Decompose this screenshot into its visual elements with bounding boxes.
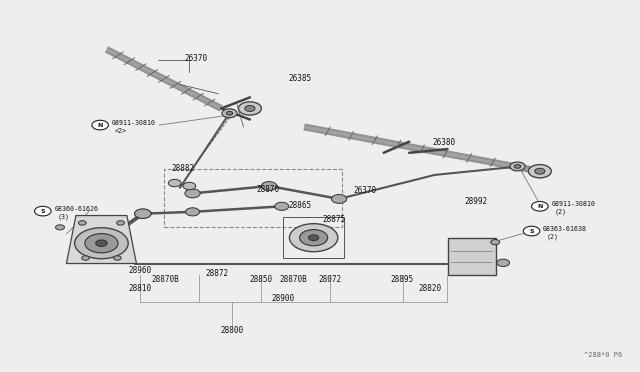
Text: 08911-30810: 08911-30810: [551, 201, 595, 207]
Text: N: N: [97, 123, 103, 128]
Circle shape: [261, 182, 276, 190]
Circle shape: [116, 221, 124, 225]
Circle shape: [245, 106, 255, 112]
Circle shape: [529, 164, 551, 178]
Circle shape: [227, 112, 233, 115]
Circle shape: [308, 235, 319, 241]
Text: (2): (2): [554, 209, 566, 215]
Circle shape: [85, 234, 118, 253]
Circle shape: [300, 230, 328, 246]
Text: 28870: 28870: [256, 185, 279, 194]
Circle shape: [75, 228, 128, 259]
Text: S: S: [40, 209, 45, 214]
Text: <2>: <2>: [115, 128, 127, 134]
Circle shape: [183, 182, 196, 190]
Circle shape: [96, 240, 107, 247]
Text: 28072: 28072: [318, 275, 341, 283]
Text: 08363-61638: 08363-61638: [543, 226, 587, 232]
Circle shape: [532, 202, 548, 211]
Circle shape: [515, 164, 521, 168]
Circle shape: [491, 240, 500, 245]
Text: ^288*0 P6: ^288*0 P6: [584, 352, 623, 358]
Circle shape: [332, 195, 347, 203]
Text: 28810: 28810: [129, 284, 152, 293]
Circle shape: [524, 226, 540, 236]
Circle shape: [222, 109, 237, 118]
Text: 28820: 28820: [418, 284, 441, 293]
Text: 28960: 28960: [129, 266, 152, 275]
Circle shape: [275, 202, 289, 211]
Circle shape: [82, 256, 90, 260]
Text: 28895: 28895: [390, 275, 413, 283]
Text: (3): (3): [58, 214, 70, 220]
Text: 28875: 28875: [323, 215, 346, 224]
Circle shape: [510, 162, 525, 171]
Text: 28870B: 28870B: [152, 275, 180, 283]
Text: 28800: 28800: [221, 326, 244, 335]
Polygon shape: [67, 215, 136, 263]
Text: S: S: [529, 228, 534, 234]
Circle shape: [186, 208, 200, 216]
Text: 08911-30810: 08911-30810: [111, 120, 156, 126]
Text: 26370: 26370: [184, 54, 207, 63]
Text: 28900: 28900: [271, 294, 294, 303]
FancyBboxPatch shape: [448, 238, 495, 275]
Circle shape: [92, 120, 108, 130]
Text: (2): (2): [546, 234, 558, 240]
Circle shape: [56, 225, 65, 230]
Circle shape: [289, 224, 338, 252]
Circle shape: [113, 256, 121, 260]
Circle shape: [497, 259, 509, 266]
Text: N: N: [537, 204, 543, 209]
Circle shape: [168, 179, 181, 187]
Text: 28872: 28872: [205, 269, 228, 278]
Text: 26370: 26370: [353, 186, 376, 195]
Circle shape: [134, 209, 151, 218]
Text: 28865: 28865: [288, 201, 311, 210]
Circle shape: [35, 206, 51, 216]
Text: 08360-61626: 08360-61626: [54, 206, 99, 212]
Text: 28870B: 28870B: [280, 275, 307, 283]
Text: 26385: 26385: [288, 74, 311, 83]
Text: 26380: 26380: [433, 138, 456, 147]
Text: 28882: 28882: [172, 164, 195, 173]
Circle shape: [239, 102, 261, 115]
Text: 28992: 28992: [465, 197, 488, 206]
Circle shape: [79, 221, 86, 225]
Circle shape: [535, 168, 545, 174]
Circle shape: [185, 189, 200, 198]
Text: 28850: 28850: [250, 275, 273, 283]
